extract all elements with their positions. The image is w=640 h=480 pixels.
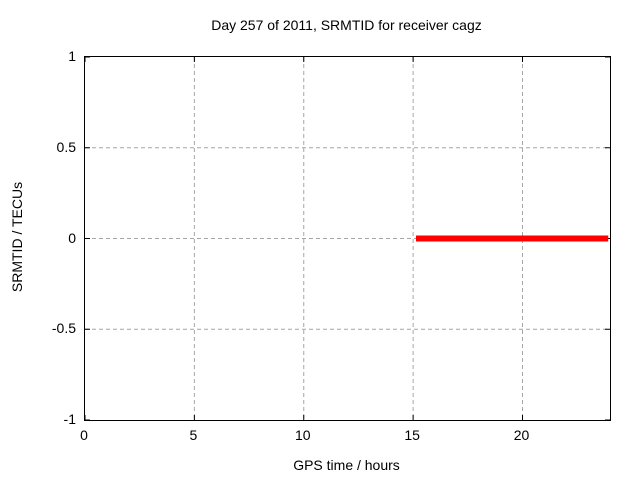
chart-title: Day 257 of 2011, SRMTID for receiver cag… [211,17,482,33]
y-tick-label: 0 [68,229,76,246]
plot-svg [85,57,610,420]
x-tick-label: 20 [513,427,530,443]
y-tick-label: 0.5 [56,138,76,155]
x-tick-label: 5 [189,427,198,443]
plot-area [84,56,611,421]
x-tick-label: 0 [80,427,88,443]
x-tick-label: 10 [294,427,311,443]
y-tick-label: -1 [63,411,76,427]
x-axis-label: GPS time / hours [293,457,400,473]
y-tick-label: -0.5 [51,320,76,337]
x-tick-label: 15 [404,427,420,443]
y-tick-label: 1 [68,48,76,64]
